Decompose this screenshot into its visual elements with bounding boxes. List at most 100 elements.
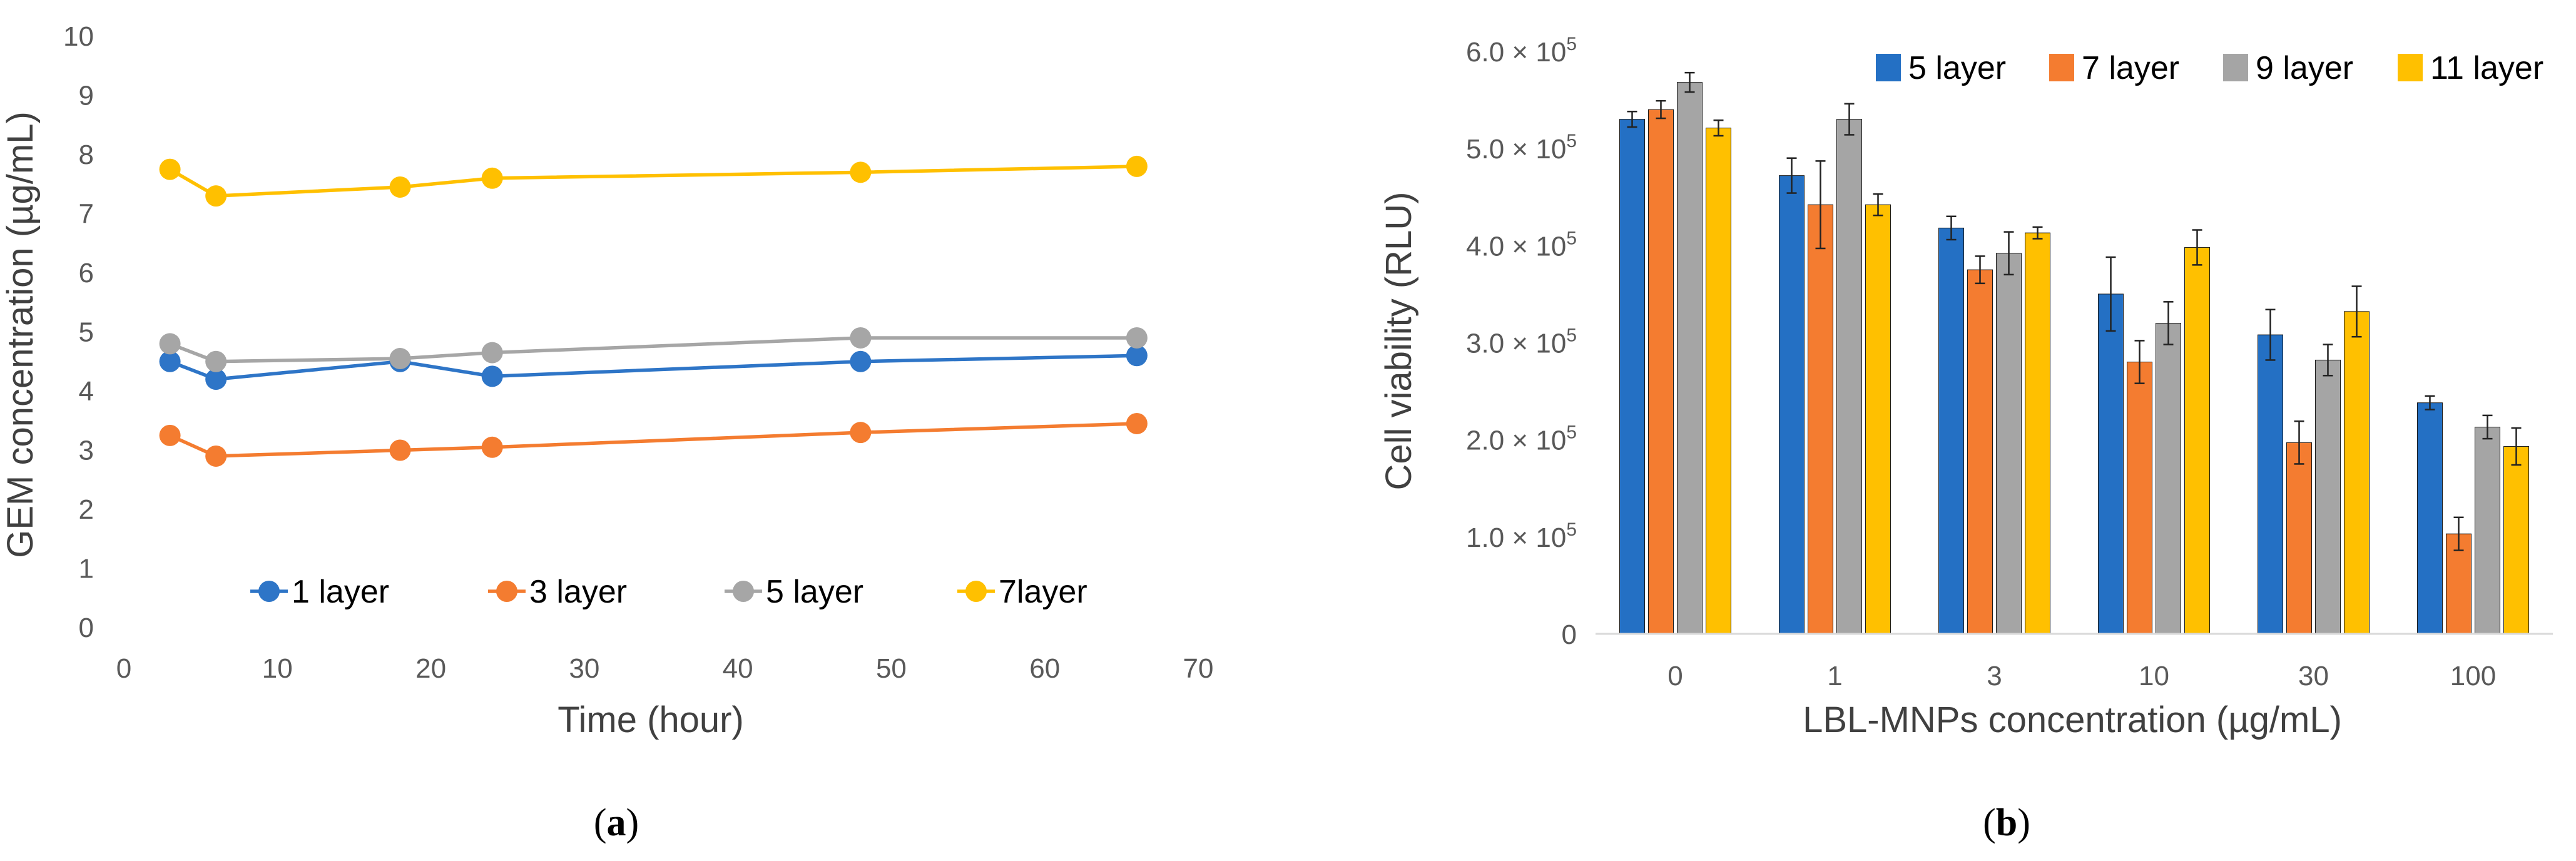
b-y-tick-times: × — [1504, 425, 1535, 456]
b-y-tick-exponent: 5 — [1566, 228, 1577, 248]
b-legend-label: 11 layer — [2430, 50, 2543, 86]
a-legend-marker — [965, 581, 987, 602]
b-bar — [2503, 446, 2529, 634]
a-data-point — [159, 158, 181, 180]
a-data-point — [1126, 412, 1148, 434]
a-legend-marker — [496, 581, 517, 602]
b-y-tick-exponent: 5 — [1566, 34, 1577, 54]
b-legend-label: 9 layer — [2256, 50, 2353, 86]
b-y-tick-mantissa: 3.0 — [1466, 329, 1504, 359]
a-x-tick-label: 0 — [116, 653, 131, 684]
b-y-tick-base: 10 — [1535, 231, 1566, 262]
b-bar — [1648, 109, 1674, 634]
b-bar — [1619, 119, 1645, 634]
b-bar — [2156, 322, 2181, 634]
a-legend-label: 3 layer — [529, 574, 627, 610]
b-y-tick-base: 10 — [1535, 37, 1566, 68]
a-data-point — [205, 369, 227, 390]
b-bar — [2417, 402, 2443, 634]
a-data-point — [481, 342, 503, 364]
a-legend-label: 7layer — [999, 574, 1087, 610]
b-x-tick-label: 3 — [1987, 661, 2002, 691]
a-series-line-2 — [169, 422, 1137, 458]
b-bar — [2127, 362, 2152, 634]
a-x-tick-label: 20 — [415, 653, 446, 684]
a-data-point — [1126, 155, 1148, 177]
b-x-tick-label: 100 — [2450, 661, 2496, 691]
a-legend: 1 layer 3 layer 5 layer 7layer — [250, 574, 1087, 610]
a-y-tick-label: 8 — [79, 140, 94, 170]
b-legend-swatch — [2049, 54, 2074, 81]
a-y-tick-label: 5 — [79, 317, 94, 348]
b-y-tick-exponent: 5 — [1566, 422, 1577, 443]
b-bar — [2475, 426, 2500, 634]
b-y-tick-label: 0 — [1562, 619, 1577, 650]
a-data-point — [159, 350, 181, 372]
panel-b-label: (b) — [1983, 802, 2030, 844]
b-bar — [2315, 359, 2341, 634]
b-bar — [2098, 293, 2124, 634]
a-data-point — [389, 176, 411, 198]
b-legend-swatch — [2398, 54, 2423, 81]
b-bar — [2025, 232, 2050, 634]
a-data-point — [481, 436, 503, 458]
b-y-tick-label: 4.0 × 105 — [1466, 228, 1577, 262]
a-y-tick-label: 0 — [79, 613, 94, 643]
a-data-point — [850, 350, 872, 372]
b-x-tick-label: 1 — [1827, 661, 1842, 691]
b-y-tick-times: × — [1504, 522, 1535, 553]
b-bar — [1779, 175, 1805, 634]
a-legend-marker — [258, 581, 280, 602]
b-y-tick-exponent: 5 — [1566, 519, 1577, 540]
a-data-point — [159, 333, 181, 355]
a-y-axis-title: GEM concentration (µg/mL) — [0, 111, 41, 558]
a-data-point — [850, 161, 872, 183]
b-y-tick-label: 3.0 × 105 — [1466, 325, 1577, 359]
a-data-point — [159, 424, 181, 446]
b-bar — [2286, 442, 2312, 634]
a-y-tick-labels: 0 1 2 3 4 5 6 7 8 9 10 — [63, 21, 94, 643]
b-y-tick-label: 6.0 × 105 — [1466, 34, 1577, 68]
b-bar — [1706, 128, 1731, 634]
b-legend-swatch — [2223, 54, 2248, 81]
b-legend-swatch — [1876, 54, 1901, 81]
a-y-tick-label: 7 — [79, 199, 94, 230]
a-legend-label: 1 layer — [292, 574, 389, 610]
a-data-point — [481, 365, 503, 387]
panel-b-letter: b — [1996, 802, 2017, 844]
b-y-tick-label: 5.0 × 105 — [1466, 131, 1577, 165]
a-data-point — [850, 327, 872, 349]
a-data-point — [850, 422, 872, 444]
a-x-tick-label: 70 — [1183, 653, 1214, 684]
b-bar — [2258, 334, 2283, 634]
a-x-tick-label: 10 — [262, 653, 293, 684]
a-legend-label: 5 layer — [766, 574, 863, 610]
a-x-axis-title: Time (hour) — [557, 700, 744, 740]
b-legend: 5 layer 7 layer 9 layer 11 layer — [1876, 50, 2543, 86]
b-y-tick-base: 10 — [1535, 425, 1566, 456]
b-y-tick-base: 10 — [1535, 134, 1566, 165]
b-y-tick-times: × — [1504, 231, 1535, 262]
a-x-tick-label: 50 — [876, 653, 907, 684]
a-data-point — [205, 445, 227, 467]
b-y-tick-exponent: 5 — [1566, 325, 1577, 346]
a-y-tick-label: 9 — [79, 81, 94, 111]
a-data-point — [389, 439, 411, 461]
a-x-tick-label: 40 — [723, 653, 753, 684]
a-y-tick-label: 4 — [79, 376, 94, 407]
b-y-tick-mantissa: 4.0 — [1466, 231, 1504, 262]
b-y-tick-mantissa: 2.0 — [1466, 425, 1504, 456]
a-data-point — [205, 185, 227, 207]
a-data-point — [205, 350, 227, 372]
b-bar — [1996, 253, 2022, 634]
b-x-tick-label: 0 — [1667, 661, 1683, 691]
b-y-tick-mantissa: 5.0 — [1466, 134, 1504, 165]
b-y-tick-times: × — [1504, 134, 1535, 165]
a-y-tick-label: 6 — [79, 258, 94, 288]
b-x-axis-title: LBL-MNPs concentration (µg/mL) — [1803, 700, 2342, 740]
b-bar — [2344, 311, 2370, 634]
b-bars-group — [1619, 82, 2529, 634]
b-y-tick-base: 10 — [1535, 329, 1566, 359]
b-y-tick-exponent: 5 — [1566, 131, 1577, 151]
